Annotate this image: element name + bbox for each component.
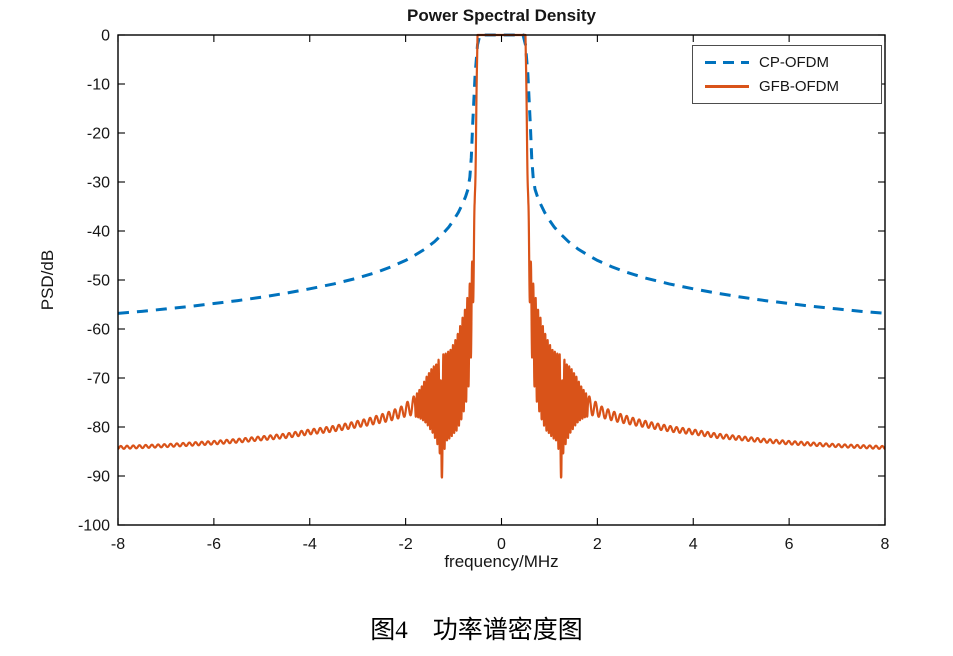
svg-text:-40: -40 bbox=[87, 224, 110, 241]
legend-item-cp-ofdm: CP-OFDM bbox=[705, 54, 881, 71]
legend-label-cp-ofdm: CP-OFDM bbox=[759, 53, 829, 71]
legend-label-gfb-ofdm: GFB-OFDM bbox=[759, 78, 839, 96]
gfb-ofdm-line-sample bbox=[705, 85, 749, 89]
chart-title: Power Spectral Density bbox=[407, 6, 596, 25]
svg-text:8: 8 bbox=[881, 536, 890, 553]
svg-text:-70: -70 bbox=[87, 371, 110, 388]
legend: CP-OFDM GFB-OFDM bbox=[692, 45, 882, 104]
svg-text:-30: -30 bbox=[87, 175, 110, 192]
svg-text:-80: -80 bbox=[87, 420, 110, 437]
svg-text:-60: -60 bbox=[87, 322, 110, 339]
svg-text:-10: -10 bbox=[87, 77, 110, 94]
svg-text:-4: -4 bbox=[303, 536, 317, 553]
x-axis-label: frequency/MHz bbox=[444, 552, 559, 571]
svg-text:-90: -90 bbox=[87, 469, 110, 486]
legend-item-gfb-ofdm: GFB-OFDM bbox=[705, 78, 881, 95]
figure-caption: 图4 功率谱密度图 bbox=[370, 617, 583, 644]
svg-text:-2: -2 bbox=[399, 536, 413, 553]
svg-text:6: 6 bbox=[785, 536, 794, 553]
svg-text:-8: -8 bbox=[111, 536, 125, 553]
svg-text:-20: -20 bbox=[87, 126, 110, 143]
svg-text:-6: -6 bbox=[207, 536, 221, 553]
cp-ofdm-line-sample bbox=[705, 60, 749, 64]
svg-text:-50: -50 bbox=[87, 273, 110, 290]
svg-text:0: 0 bbox=[497, 536, 506, 553]
svg-text:2: 2 bbox=[593, 536, 602, 553]
y-axis-label: PSD/dB bbox=[38, 249, 57, 311]
svg-text:4: 4 bbox=[689, 536, 698, 553]
svg-text:-100: -100 bbox=[78, 518, 110, 535]
svg-text:0: 0 bbox=[101, 28, 110, 45]
